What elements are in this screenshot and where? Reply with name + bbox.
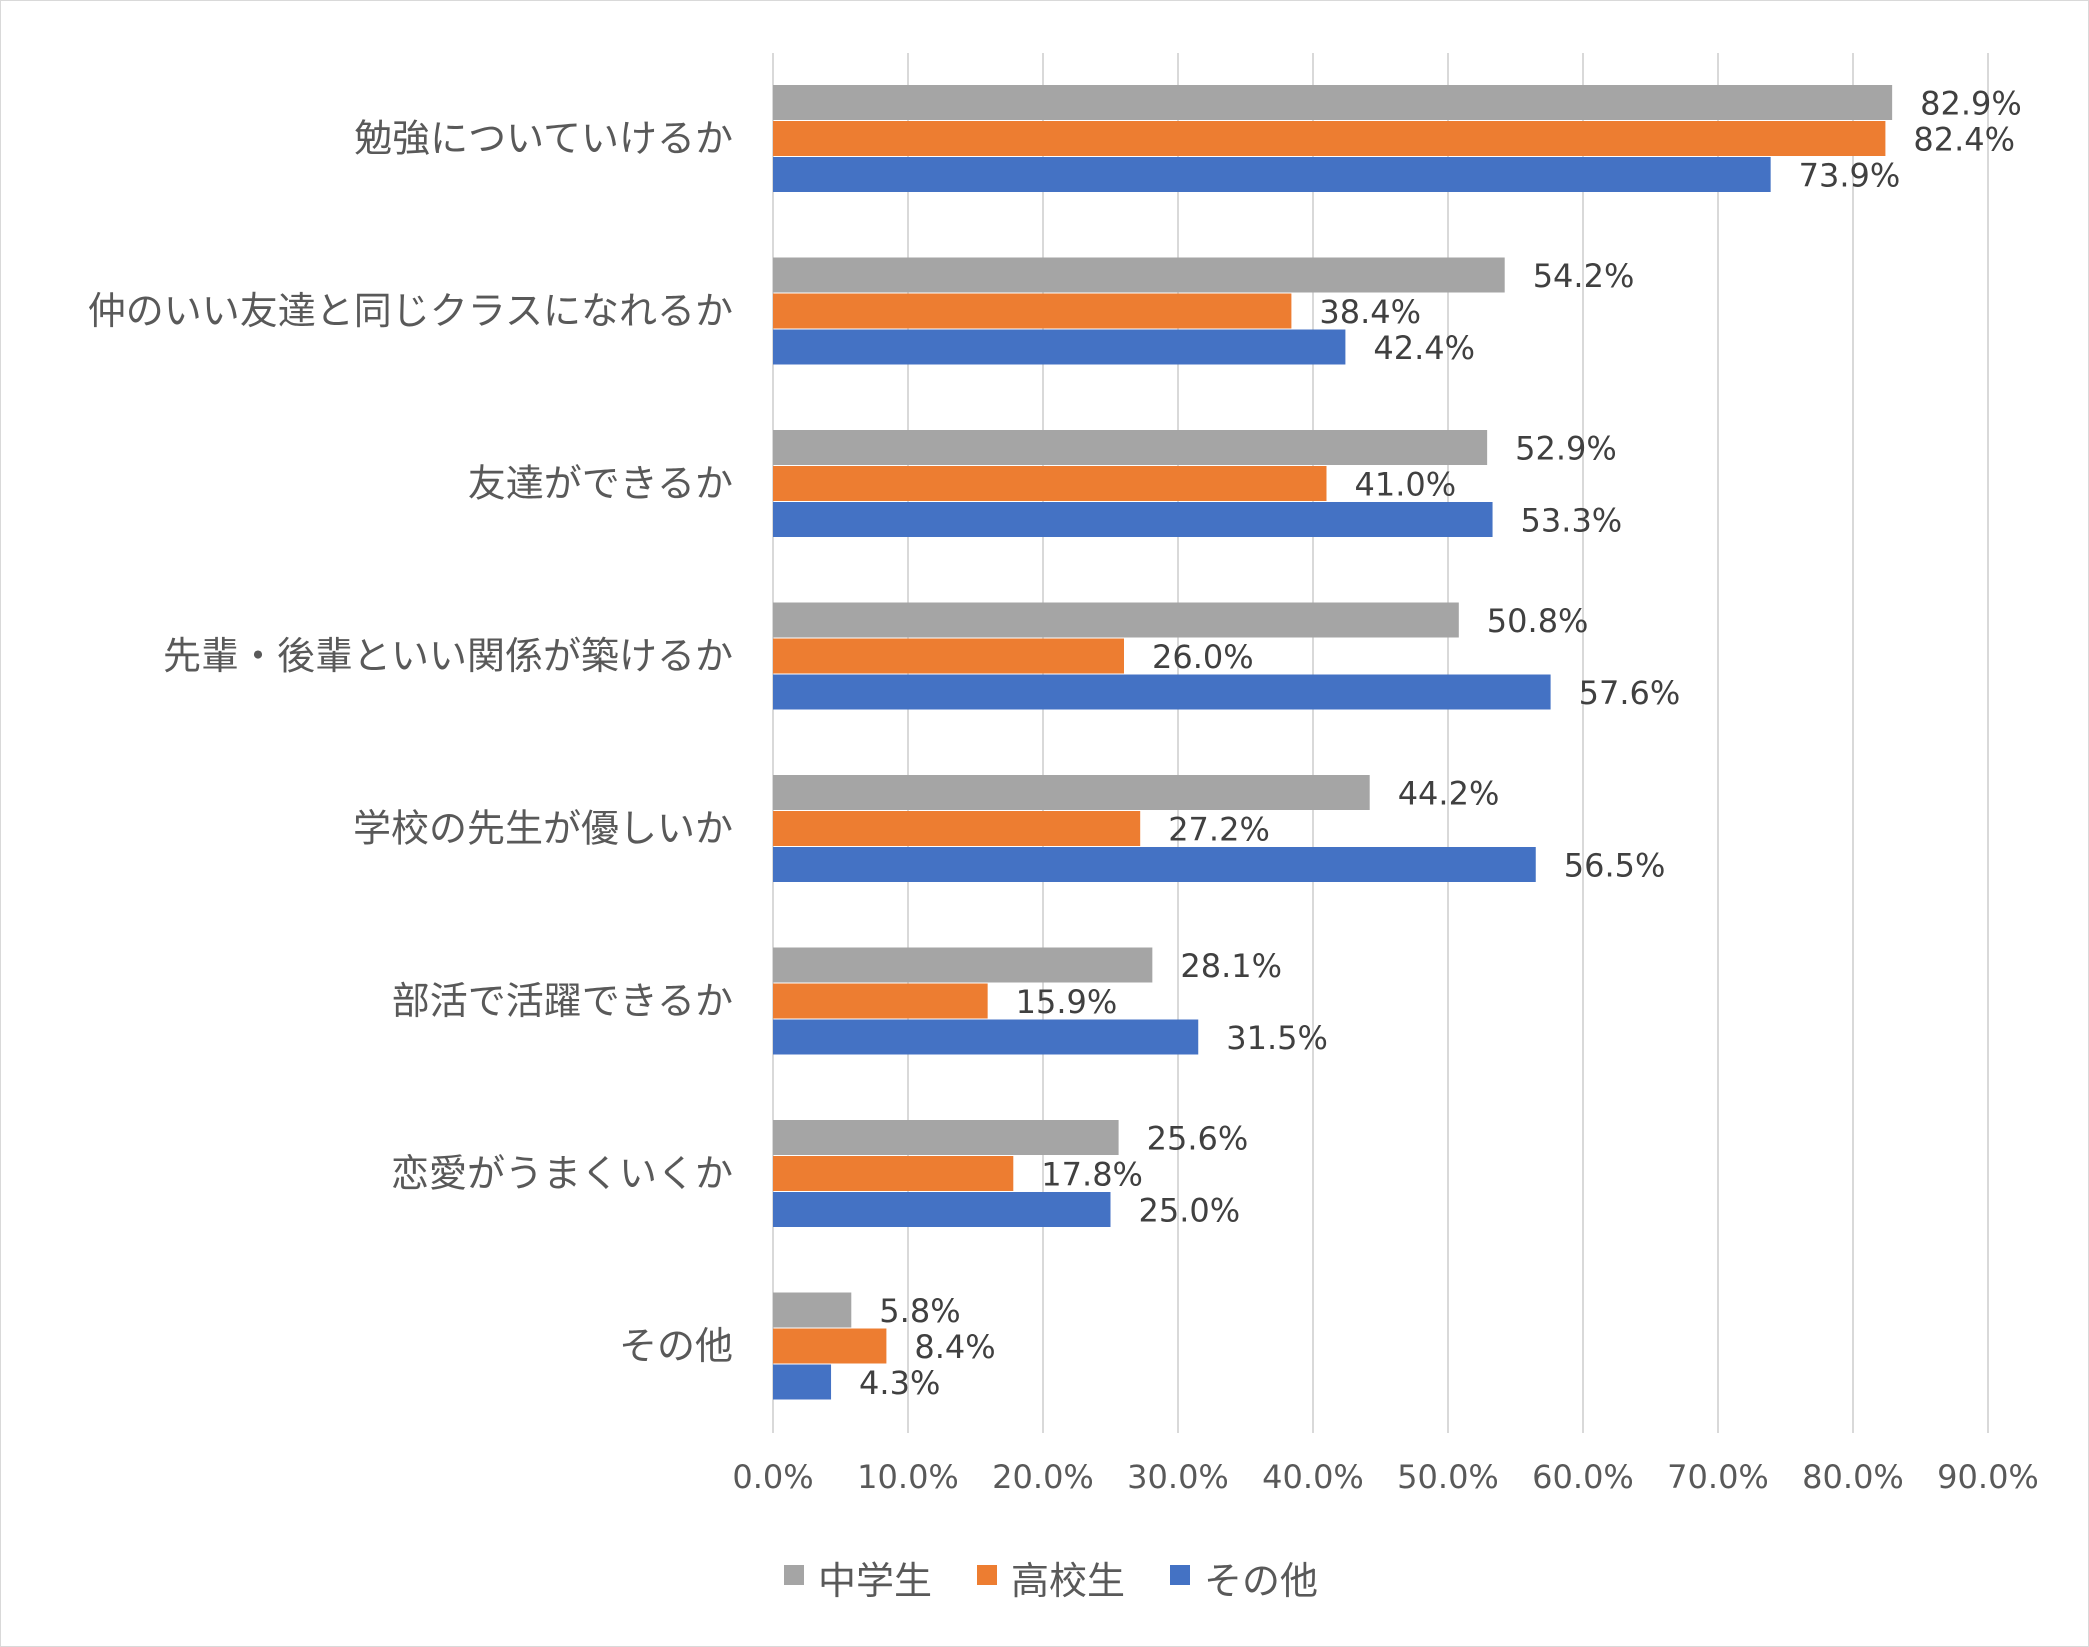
bar — [773, 121, 1886, 156]
bar — [773, 602, 1459, 638]
x-axis-tick-labels: 0.0% 10.0% 20.0% 30.0% 40.0% 50.0% 60.0% 70.0% 8… — [732, 1458, 2038, 1496]
data-labels: 82.9%82.4% 73.9% 54.2% 38.4%42.4% 52.9% 41.0%… — [859, 85, 2022, 1403]
bar — [773, 466, 1327, 501]
category-label: 恋愛がうまくいくか — [391, 1152, 733, 1196]
bar — [773, 674, 1551, 710]
data-label: 56.5% — [1564, 847, 1666, 885]
bar — [773, 1156, 1014, 1191]
x-tick-label: 80.0% — [1802, 1458, 1904, 1496]
data-label: 15.9% — [1016, 983, 1118, 1021]
data-label: 28.1% — [1180, 947, 1282, 985]
bar — [773, 1328, 887, 1364]
data-label: 54.2% — [1533, 257, 1635, 295]
x-tick-label: 20.0% — [992, 1458, 1094, 1496]
bar — [773, 157, 1771, 192]
data-label: 4.3% — [859, 1364, 940, 1402]
data-label: 57.6% — [1579, 674, 1681, 712]
bar — [773, 1019, 1199, 1055]
legend-swatch — [1170, 1565, 1190, 1585]
x-tick-label: 30.0% — [1127, 1458, 1229, 1496]
x-tick-label: 0.0% — [732, 1458, 813, 1496]
data-label: 82.9% — [1920, 85, 2022, 123]
data-label: 8.4% — [914, 1328, 995, 1366]
legend-label: 中学生 — [818, 1559, 932, 1603]
bar — [773, 847, 1536, 882]
bars — [773, 85, 1893, 1400]
bar — [773, 502, 1493, 537]
category-labels: 勉強についていけるか仲のいい友達と同じクラスになれるか友達ができるか先輩・後輩と… — [88, 117, 733, 1369]
bar — [773, 1120, 1119, 1155]
category-label: 先輩・後輩といい関係が築けるか — [163, 634, 733, 678]
data-label: 27.2% — [1168, 811, 1270, 849]
category-label: 勉強についていけるか — [354, 117, 733, 161]
bar — [773, 329, 1346, 365]
data-label: 42.4% — [1373, 329, 1475, 367]
data-label: 52.9% — [1515, 430, 1617, 468]
bar — [773, 638, 1124, 674]
data-label: 41.0% — [1355, 466, 1457, 504]
bar — [773, 983, 988, 1019]
data-label: 26.0% — [1152, 638, 1254, 676]
legend-swatch — [977, 1565, 997, 1585]
data-label: 50.8% — [1487, 602, 1589, 640]
category-label: 学校の先生が優しいか — [353, 807, 733, 851]
category-label: 仲のいい友達と同じクラスになれるか — [88, 289, 733, 333]
x-tick-label: 50.0% — [1397, 1458, 1499, 1496]
legend-swatch — [784, 1565, 804, 1585]
bar — [773, 811, 1141, 846]
bar — [773, 293, 1292, 329]
data-label: 44.2% — [1398, 775, 1500, 813]
data-label: 5.8% — [879, 1292, 960, 1330]
data-label: 38.4% — [1319, 293, 1421, 331]
data-label: 82.4% — [1913, 121, 2015, 159]
x-tick-label: 90.0% — [1937, 1458, 2039, 1496]
category-label: その他 — [619, 1324, 733, 1368]
x-tick-label: 60.0% — [1532, 1458, 1634, 1496]
legend-label: 高校生 — [1011, 1559, 1125, 1603]
bar — [773, 257, 1505, 293]
data-label: 25.0% — [1139, 1192, 1241, 1230]
bar — [773, 1292, 852, 1328]
x-tick-label: 10.0% — [857, 1458, 959, 1496]
data-label: 17.8% — [1041, 1156, 1143, 1194]
bar — [773, 430, 1488, 465]
legend: 中学生 高校生 その他 — [784, 1559, 1318, 1603]
data-label: 25.6% — [1147, 1120, 1249, 1158]
bar — [773, 1192, 1111, 1227]
bar — [773, 1364, 832, 1400]
x-tick-label: 40.0% — [1262, 1458, 1364, 1496]
bar — [773, 775, 1370, 810]
category-label: 友達ができるか — [468, 462, 733, 506]
legend-label: その他 — [1204, 1559, 1318, 1603]
data-label: 73.9% — [1799, 157, 1901, 195]
data-label: 31.5% — [1226, 1019, 1328, 1057]
bar — [773, 85, 1893, 120]
category-label: 部活で活躍できるか — [392, 979, 733, 1023]
x-tick-label: 70.0% — [1667, 1458, 1769, 1496]
bar — [773, 947, 1153, 983]
data-label: 53.3% — [1521, 502, 1623, 540]
